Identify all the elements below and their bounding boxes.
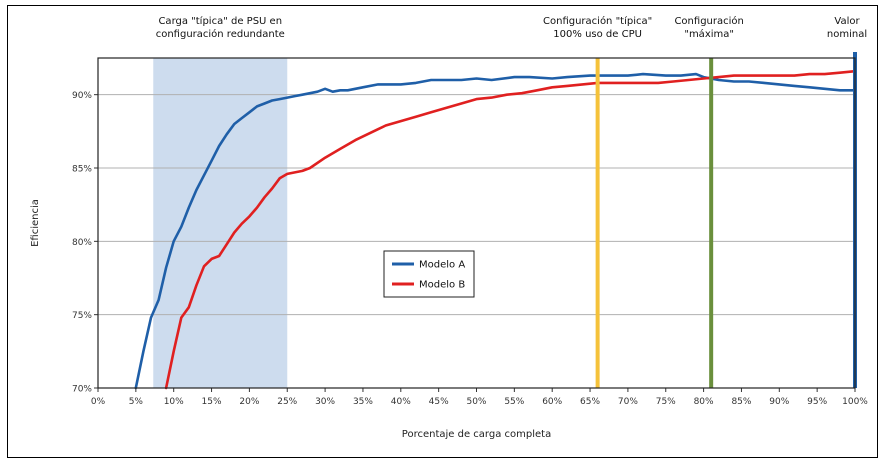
x-tick-label: 40% [391, 397, 411, 407]
efficiency-chart: 70% 75% 80% 85% 90% 0% 5% 10% 15% 20% 25% 30% 35% 40%… [30, 15, 868, 440]
x-tick-label: 100% [842, 397, 868, 407]
marker-label: "máxima" [684, 28, 734, 40]
x-tick-label: 20% [239, 397, 259, 407]
marker-label: nominal [827, 29, 867, 40]
marker-label: 100% uso de CPU [553, 29, 642, 40]
x-tick-label: 60% [542, 397, 562, 407]
legend-label: Modelo A [419, 260, 465, 271]
shaded-region-label: configuración redundante [156, 28, 285, 40]
plot-border [97, 57, 856, 389]
x-tick-label: 95% [807, 397, 827, 407]
x-tick-label: 35% [353, 397, 373, 407]
y-tick-label: 75% [72, 311, 92, 321]
x-tick-label: 15% [202, 397, 222, 407]
x-tick-label: 5% [129, 397, 144, 407]
y-tick-label: 85% [72, 165, 92, 175]
y-tick-label: 80% [72, 238, 92, 248]
x-tick-label: 25% [277, 397, 297, 407]
y-tick-label: 90% [72, 91, 92, 101]
x-tick-label: 65% [580, 397, 600, 407]
chart-frame: 70% 75% 80% 85% 90% 0% 5% 10% 15% 20% 25% 30% 35% 40%… [7, 5, 878, 458]
y-axis-label: Eficiencia [30, 199, 41, 247]
marker-label: Configuración [674, 15, 743, 27]
x-tick-label: 30% [315, 397, 335, 407]
x-tick-label: 0% [91, 397, 106, 407]
legend-label: Modelo B [419, 280, 465, 291]
marker-label: Valor [834, 16, 860, 27]
legend-box [383, 250, 475, 298]
x-tick-label: 55% [504, 397, 524, 407]
x-tick-label: 90% [769, 397, 789, 407]
x-axis-label: Porcentaje de carga completa [402, 429, 551, 440]
series-line-modelo-b [164, 69, 857, 390]
shaded-region-label: Carga "típica" de PSU en [158, 15, 282, 27]
x-tick-label: 50% [466, 397, 486, 407]
shaded-region [153, 58, 288, 388]
x-tick-label: 45% [429, 397, 449, 407]
x-tick-label: 10% [164, 397, 184, 407]
marker-label: Configuración "típica" [543, 15, 652, 27]
x-tick-label: 85% [731, 397, 751, 407]
y-tick-label: 70% [72, 385, 92, 395]
x-tick-label: 75% [656, 397, 676, 407]
x-tick-label: 70% [618, 397, 638, 407]
x-tick-label: 80% [694, 397, 714, 407]
